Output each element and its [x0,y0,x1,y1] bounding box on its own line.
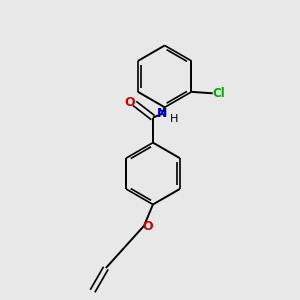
Text: H: H [170,114,178,124]
Text: O: O [142,220,153,233]
Text: O: O [124,95,135,109]
Text: Cl: Cl [213,87,226,100]
Text: N: N [157,107,168,120]
